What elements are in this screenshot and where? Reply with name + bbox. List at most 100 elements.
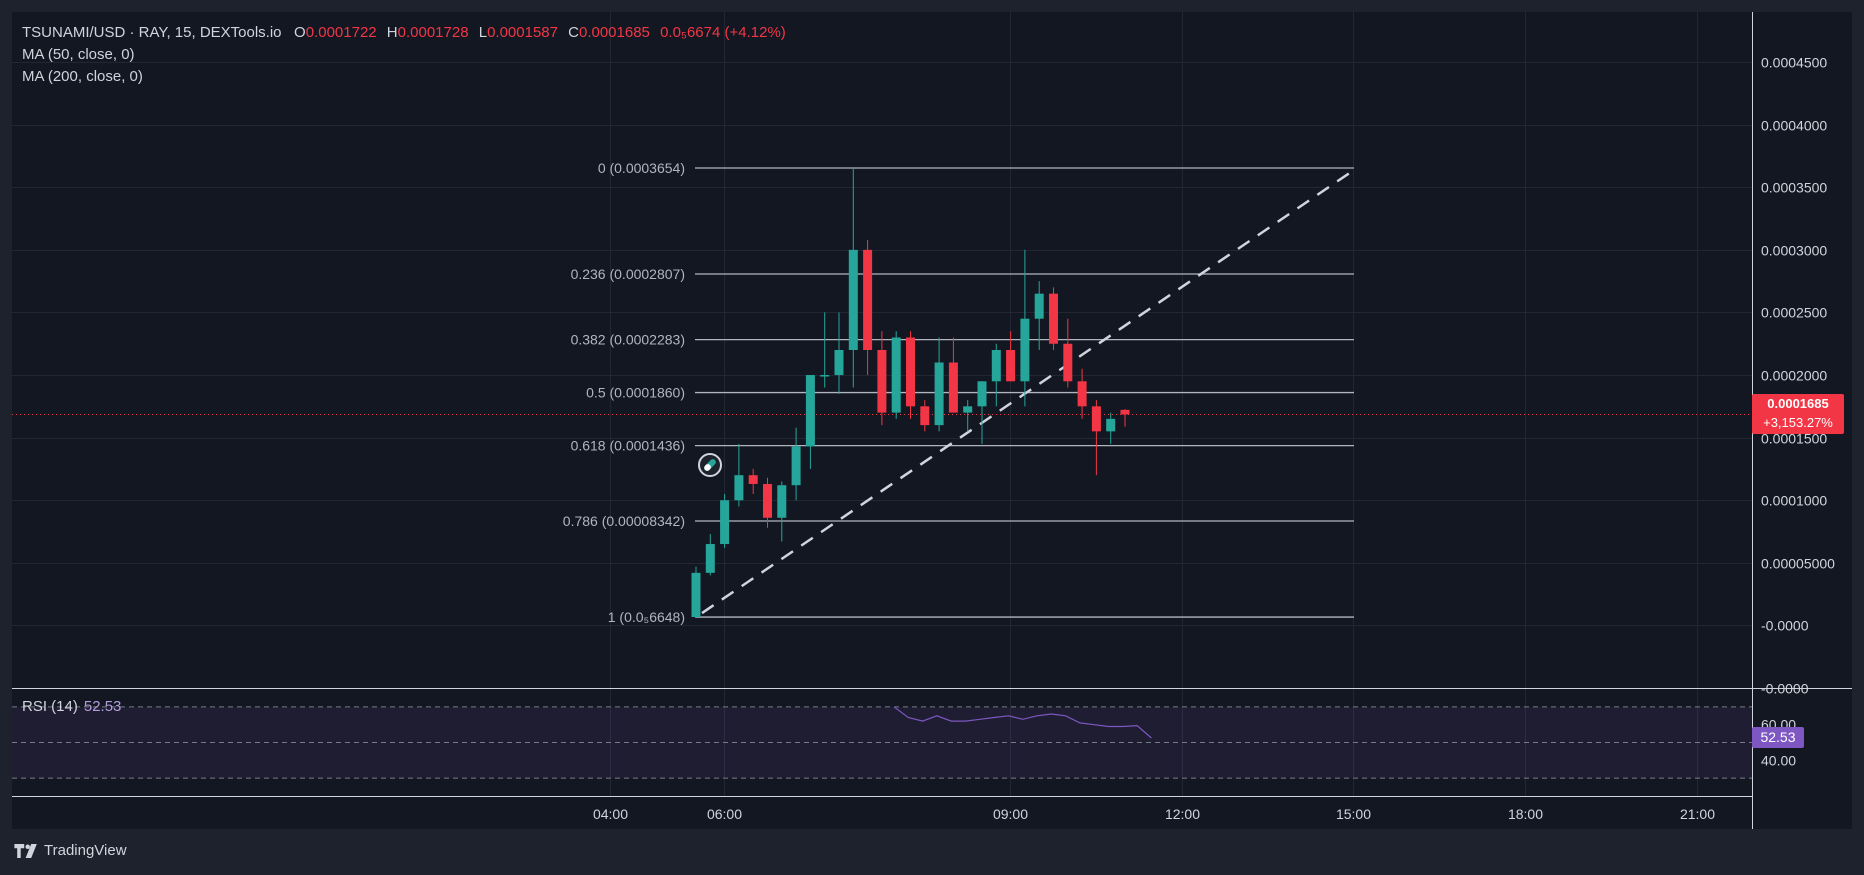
x-tick-label: 04:00 [593, 806, 628, 822]
brand-text: TradingView [44, 842, 127, 859]
candle-body [1006, 350, 1016, 382]
candle-body [1091, 406, 1101, 432]
x-tick-label: 15:00 [1336, 806, 1371, 822]
candle-body [848, 249, 858, 350]
candle [1006, 331, 1016, 382]
symbol-title[interactable]: TSUNAMI/USD · RAY, 15, DEXTools.io [22, 24, 282, 41]
candle [791, 427, 801, 501]
fib-level-label: 0.618 (0.0001436) [571, 438, 685, 454]
candle-body [777, 485, 787, 518]
candle-body [906, 337, 915, 407]
y-tick-label: 0.0003500 [1761, 180, 1827, 196]
ohlc-row: TSUNAMI/USD · RAY, 15, DEXTools.io O0.00… [22, 22, 792, 44]
candle [1063, 318, 1073, 388]
candle [777, 481, 787, 542]
candle-body [863, 249, 873, 350]
fib-level-label: 0.236 (0.0002807) [571, 266, 685, 282]
fib-trend-line [701, 168, 1355, 615]
candle-body [1034, 293, 1044, 319]
open-value: 0.0001722 [305, 24, 377, 41]
fib-level-label: 1 (0.0₅6648) [608, 609, 685, 625]
candle [977, 381, 987, 444]
fib-level-label: 0.5 (0.0001860) [586, 385, 685, 401]
candle-body [1063, 343, 1073, 382]
candle [834, 312, 844, 394]
rsi-tick-label: 40.00 [1761, 752, 1796, 768]
fib-level-label: 0.382 (0.0002283) [571, 332, 685, 348]
candle-body [1049, 293, 1058, 344]
candle [705, 534, 715, 576]
candle [863, 239, 873, 376]
candle-body [991, 350, 1001, 382]
ma50-legend[interactable]: MA (50, close, 0) [22, 46, 135, 63]
x-tick-label: 06:00 [707, 806, 742, 822]
x-tick-label: 18:00 [1508, 806, 1543, 822]
close-label: C [568, 24, 579, 41]
pill-icon[interactable] [698, 453, 722, 477]
candle [1077, 368, 1087, 419]
candle [991, 343, 1001, 407]
footer-brand[interactable]: TradingView [14, 842, 127, 859]
candle-body [805, 375, 815, 447]
candle [691, 566, 701, 618]
low-value: 0.0001587 [487, 24, 558, 41]
candle-body [748, 475, 758, 484]
candle-body [977, 381, 987, 407]
fib-level-label: 0.786 (0.00008342) [563, 513, 685, 529]
candle-body [720, 500, 730, 545]
candle [891, 331, 901, 419]
candle-body [934, 362, 944, 426]
candle [820, 312, 830, 388]
last-price-badge: 0.0001685 +3,153.27% [1752, 394, 1844, 434]
candle-body [948, 362, 958, 413]
time-scale[interactable] [12, 796, 1852, 829]
candle [920, 400, 930, 432]
rsi-label: RSI (14) [22, 698, 78, 715]
y-tick-label: -0.0000 [1761, 618, 1809, 634]
ma200-legend[interactable]: MA (200, close, 0) [22, 68, 143, 85]
candle [734, 443, 744, 507]
candle-body [1020, 318, 1030, 382]
y-tick-label: 0.0001500 [1761, 431, 1827, 447]
axes: 0.0004500 0.0004000 0.0003500 0.0003000 0.00… [593, 55, 1835, 823]
candle [1049, 287, 1058, 350]
rsi-indicator [12, 706, 1752, 779]
candlestick-series [691, 167, 1130, 618]
rsi-legend[interactable]: RSI (14) 52.53 [22, 698, 121, 715]
chart-legend: TSUNAMI/USD · RAY, 15, DEXTools.io O0.00… [22, 22, 792, 88]
candle [1020, 249, 1030, 407]
candle-body [791, 446, 801, 486]
x-tick-label: 21:00 [1680, 806, 1715, 822]
candle [963, 400, 973, 432]
x-tick-label: 12:00 [1165, 806, 1200, 822]
candle-body [820, 375, 830, 377]
candle-body [691, 572, 701, 618]
candle-body [763, 483, 772, 518]
candle [1091, 400, 1101, 476]
candle-body [963, 406, 973, 413]
candle-body [834, 350, 844, 376]
y-tick-label: 0.0001000 [1761, 493, 1827, 509]
candle-body [705, 544, 715, 573]
y-tick-label: 0.0002500 [1761, 305, 1827, 321]
rsi-value-badge: 52.53 [1752, 727, 1804, 748]
y-tick-label: 0.00005000 [1761, 556, 1835, 572]
candle [934, 337, 944, 432]
candle-body [1120, 409, 1130, 415]
candle [948, 337, 958, 413]
high-label: H [386, 24, 398, 41]
candle-body [734, 475, 744, 501]
y-tick-label: 0.0003000 [1761, 243, 1827, 259]
open-label: O [294, 24, 306, 41]
fib-level-label: 0 (0.0003654) [598, 160, 685, 176]
rsi-line [893, 706, 1152, 739]
candle [1034, 281, 1044, 350]
candle-body [1106, 418, 1116, 432]
candle [1106, 412, 1116, 444]
y-tick-label: 0.0002000 [1761, 368, 1827, 384]
candle [748, 468, 758, 494]
candle [906, 331, 915, 419]
candle [763, 477, 772, 528]
